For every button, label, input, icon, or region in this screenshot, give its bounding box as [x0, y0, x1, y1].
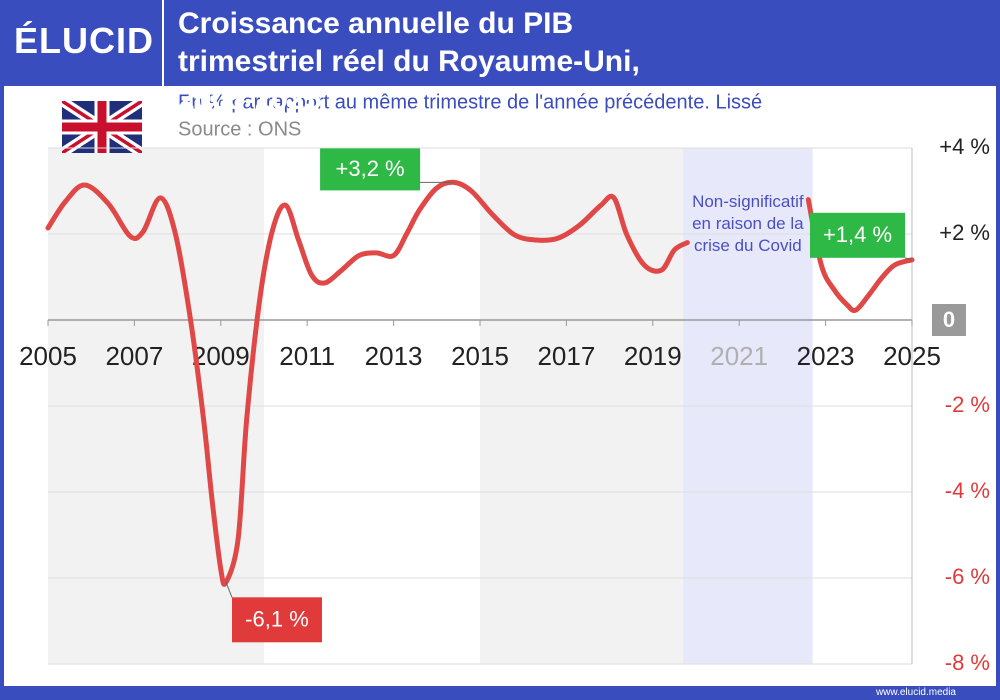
y-tick-label: -4 % — [945, 478, 990, 503]
annotation-box — [320, 148, 421, 191]
y-tick-label: -2 % — [945, 392, 990, 417]
x-tick-label: 2009 — [192, 341, 250, 371]
logo: ÉLUCID — [14, 20, 154, 61]
x-tick-label: 2015 — [451, 341, 509, 371]
annotation-connector — [904, 257, 913, 261]
annotation-connector — [225, 582, 233, 598]
y-tick-label: -8 % — [945, 650, 990, 675]
x-tick-label: 2019 — [624, 341, 682, 371]
y-tick-label: +4 % — [939, 134, 990, 159]
data-line — [45, 179, 915, 587]
source: Source : ONS — [178, 118, 301, 140]
annotation-label: +3,2 % — [336, 156, 405, 181]
y-tick-label: 0 — [943, 307, 955, 332]
x-tick-label: 2023 — [797, 341, 855, 371]
y-tick-label: +2 % — [939, 220, 990, 245]
y-tick-label: -6 % — [945, 564, 990, 589]
annotation-label: -6,1 % — [245, 607, 309, 632]
annotation-box — [231, 597, 322, 643]
header: ÉLUCID Croissance annuelle du PIB trimes… — [0, 0, 1000, 116]
frame — [0, 86, 4, 686]
divider — [162, 0, 164, 86]
annotation-label: +1,4 % — [823, 222, 892, 247]
x-tick-label: 2017 — [537, 341, 595, 371]
x-tick-label: 2005 — [19, 341, 77, 371]
annotation-box — [810, 212, 905, 258]
x-tick-label: 2021 — [710, 341, 768, 371]
covid-note: Non-significatif en raison de la crise d… — [692, 192, 804, 255]
zero-badge — [932, 304, 966, 336]
x-tick-label: 2025 — [883, 341, 941, 371]
chart-title: Croissance annuelle du PIB trimestriel r… — [178, 7, 640, 116]
footer-text: www.elucid.media — [875, 687, 956, 698]
x-tick-label: 2007 — [105, 341, 163, 371]
x-tick-label: 2011 — [279, 341, 335, 371]
uk-flag — [62, 101, 142, 153]
footer: www.elucid.media — [0, 686, 1000, 700]
subtitle: En % par rapport au même trimestre de l'… — [178, 91, 762, 113]
frame — [996, 86, 1000, 686]
x-tick-label: 2013 — [365, 341, 423, 371]
